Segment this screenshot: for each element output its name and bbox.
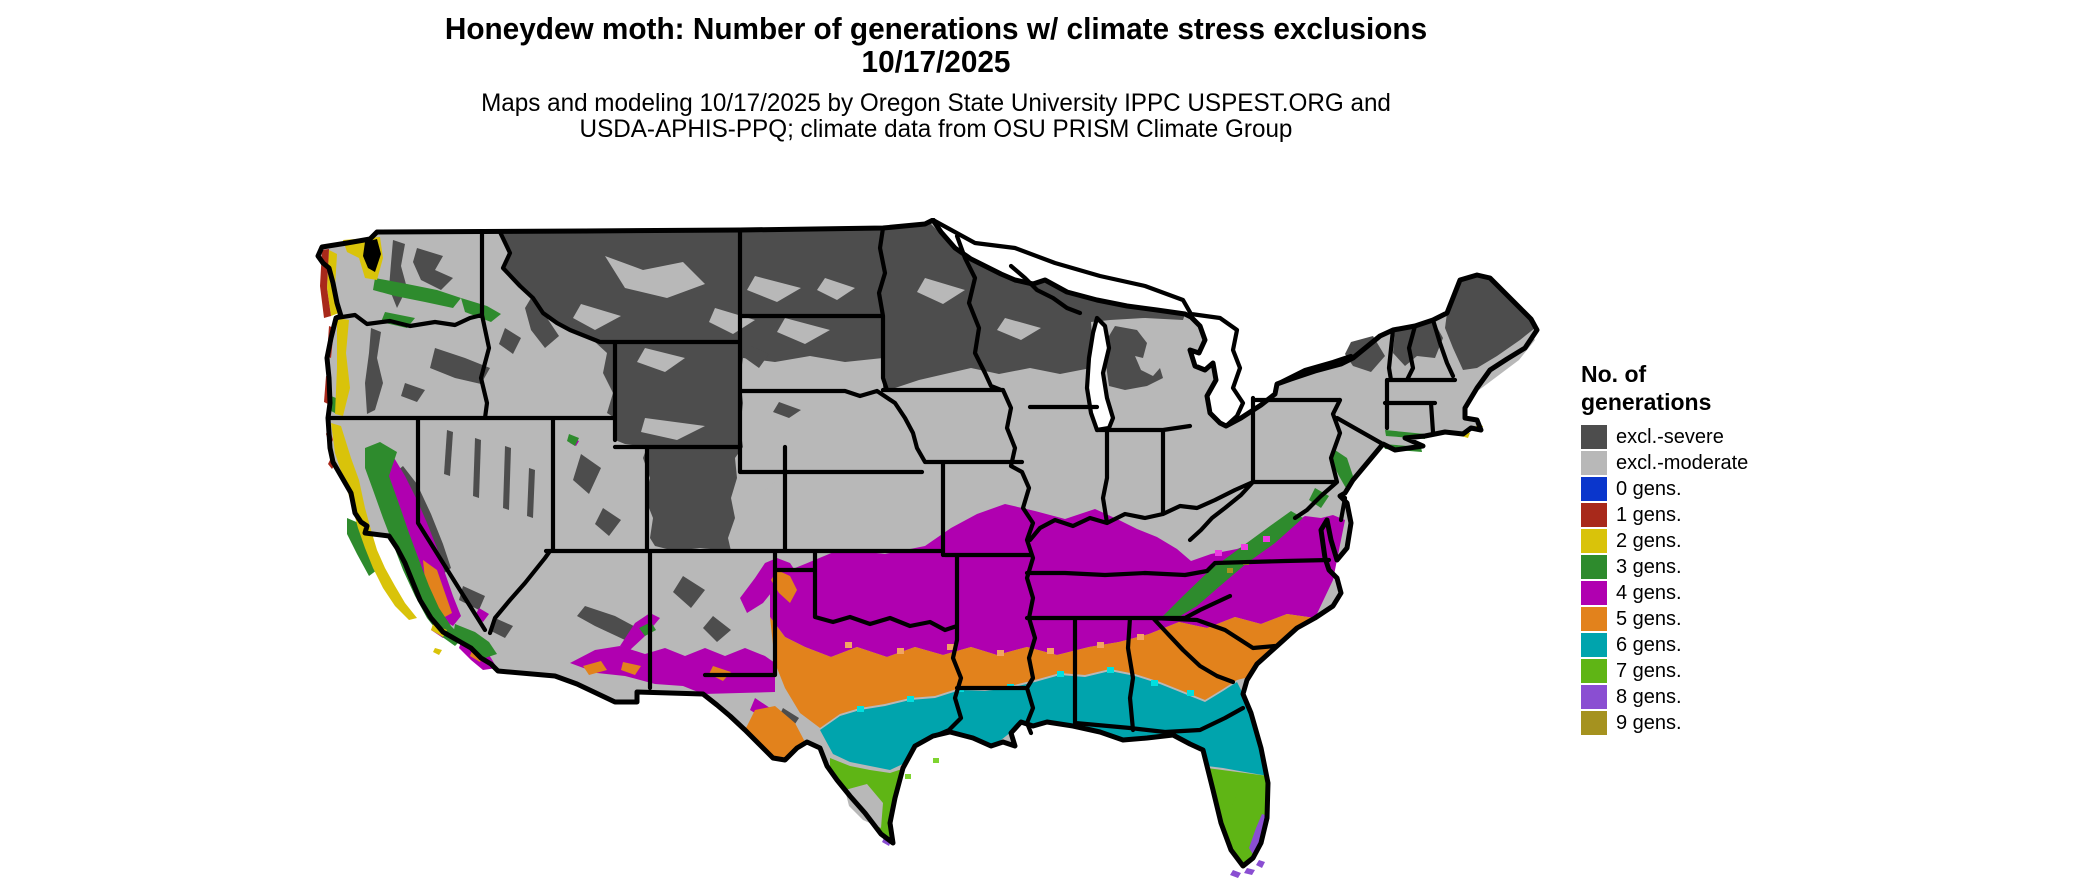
legend-item: 0 gens. [1581, 476, 1881, 502]
legend-title: No. of generations [1581, 360, 1881, 416]
legend-item: 8 gens. [1581, 684, 1881, 710]
legend-swatch [1581, 425, 1607, 449]
legend-label: excl.-moderate [1616, 451, 1749, 474]
legend-swatch [1581, 633, 1607, 657]
us-generations-map [285, 217, 1555, 892]
legend-item: excl.-moderate [1581, 450, 1881, 476]
region-7-gens [830, 758, 1268, 866]
legend-title-line1: No. of [1581, 361, 1647, 387]
legend-title-line2: generations [1581, 389, 1712, 415]
legend-label: 5 gens. [1616, 607, 1682, 630]
legend-label: 2 gens. [1616, 529, 1682, 552]
legend-label: 9 gens. [1616, 711, 1682, 734]
map-title-line2: 10/17/2025 [861, 44, 1011, 79]
legend-item: 2 gens. [1581, 528, 1881, 554]
us-outline [315, 217, 1540, 869]
legend-label: 4 gens. [1616, 581, 1682, 604]
legend-item: 9 gens. [1581, 710, 1881, 736]
legend-label: 7 gens. [1616, 659, 1682, 682]
region-8-gens [882, 814, 1268, 878]
lakes-border [930, 217, 1354, 429]
legend-item: 6 gens. [1581, 632, 1881, 658]
map-subtitle-line1: Maps and modeling 10/17/2025 by Oregon S… [481, 89, 1391, 117]
legend-label: 8 gens. [1616, 685, 1682, 708]
legend-swatch [1581, 685, 1607, 709]
map-title-line1: Honeydew moth: Number of generations w/ … [444, 11, 1428, 46]
puget-sound [363, 239, 381, 272]
legend-item: 5 gens. [1581, 606, 1881, 632]
legend-swatch [1581, 711, 1607, 735]
legend-swatch [1581, 581, 1607, 605]
legend-swatch [1581, 659, 1607, 683]
map-title: Honeydew moth: Number of generations w/ … [0, 12, 1872, 78]
map-svg [315, 217, 1540, 878]
legend-swatch [1581, 451, 1607, 475]
region-excl-moderate-patches [573, 256, 1535, 492]
state-borders [325, 225, 1458, 739]
legend-items: excl.-severe excl.-moderate 0 gens. 1 ge… [1581, 424, 1881, 736]
legend-item: 4 gens. [1581, 580, 1881, 606]
legend-label: excl.-severe [1616, 425, 1724, 448]
legend-item: excl.-severe [1581, 424, 1881, 450]
legend-swatch [1581, 503, 1607, 527]
legend-item: 3 gens. [1581, 554, 1881, 580]
map-subtitle-line2: USDA-APHIS-PPQ; climate data from OSU PR… [579, 115, 1293, 143]
legend-item: 7 gens. [1581, 658, 1881, 684]
legend-swatch [1581, 529, 1607, 553]
region-6-gens [820, 671, 1268, 776]
legend-swatch [1581, 555, 1607, 579]
region-south-texas-gray [845, 784, 883, 828]
legend-swatch [1581, 607, 1607, 631]
map-subtitle: Maps and modeling 10/17/2025 by Oregon S… [0, 90, 1872, 142]
legend: No. of generations excl.-severe excl.-mo… [1581, 360, 1881, 736]
legend-label: 0 gens. [1616, 477, 1682, 500]
legend-label: 6 gens. [1616, 633, 1682, 656]
legend-item: 1 gens. [1581, 502, 1881, 528]
legend-swatch [1581, 477, 1607, 501]
legend-label: 3 gens. [1616, 555, 1682, 578]
legend-label: 1 gens. [1616, 503, 1682, 526]
